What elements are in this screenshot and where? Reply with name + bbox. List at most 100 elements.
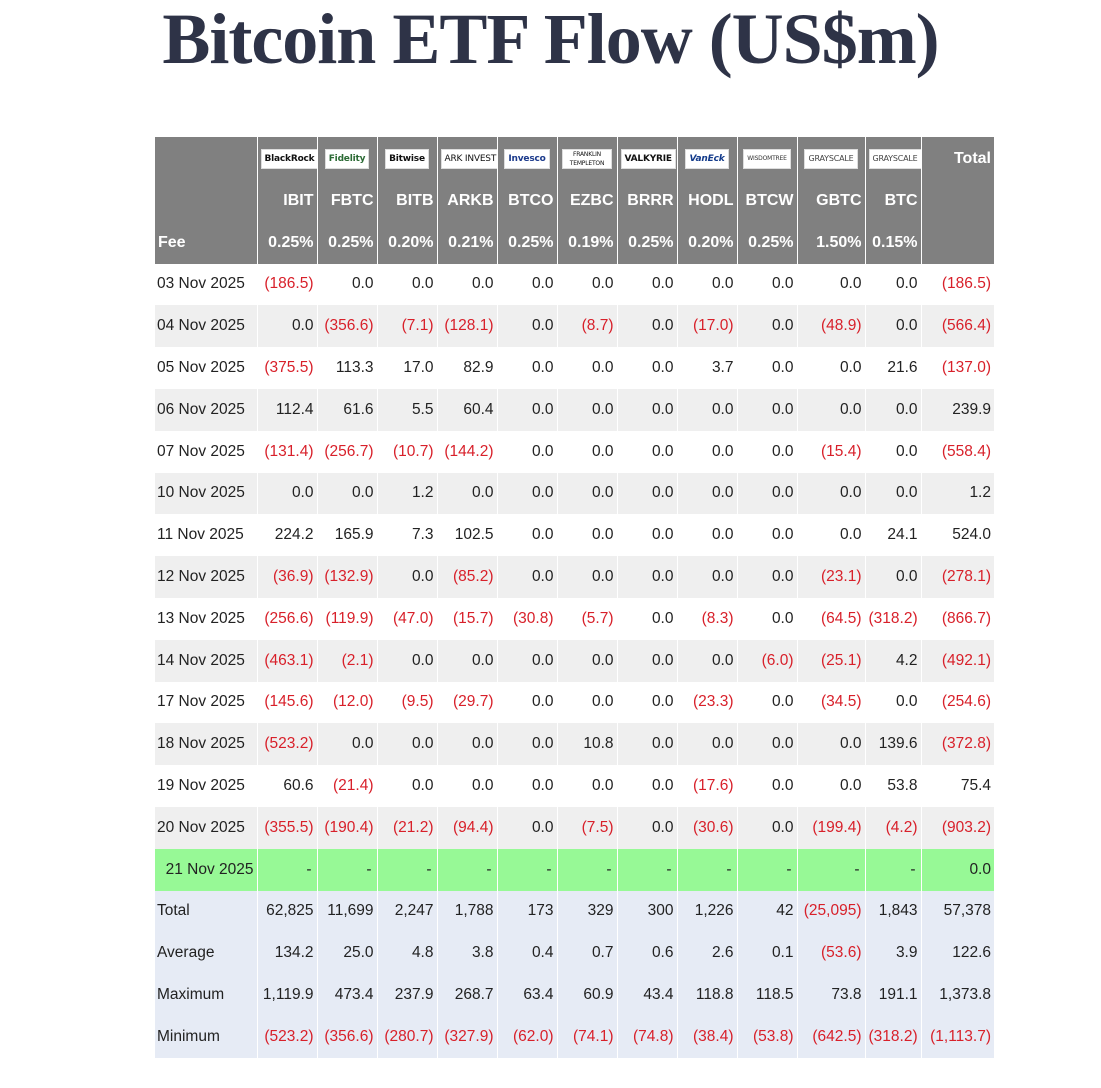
flow-cell: 0.0	[796, 388, 865, 431]
flow-cell: 0.0	[616, 597, 677, 640]
flow-cell: 0.0	[864, 556, 921, 598]
flow-cell: 0.0	[496, 388, 557, 431]
flow-cell: (6.0)	[736, 639, 797, 682]
flow-cell: 165.9	[316, 514, 377, 557]
flow-cell: (356.6)	[316, 305, 377, 348]
flow-cell: 0.0	[616, 556, 677, 598]
flow-cell: 5.5	[376, 388, 437, 431]
table-row: 19 Nov 2025 60.6 (21.4) 0.0 0.0 0.0 0.0 0.0 (17.…	[155, 765, 994, 807]
flow-cell: (23.1)	[796, 556, 865, 598]
page-title: Bitcoin ETF Flow (US$m)	[162, 0, 939, 79]
summary-cell: 473.4	[316, 974, 377, 1016]
summary-row: Average 134.2 25.0 4.8 3.8 0.4 0.7 0.6 2.6 0.1 (53…	[155, 932, 994, 975]
fee-btc: 0.15%	[864, 221, 921, 264]
ticker-ezbc: EZBC	[556, 180, 617, 222]
summary-cell: 173	[496, 890, 557, 933]
flow-cell: (119.9)	[316, 597, 377, 640]
flow-cell: -	[496, 848, 557, 891]
summary-cell: 43.4	[616, 974, 677, 1016]
ticker-btc: BTC	[864, 180, 921, 222]
summary-cell: (1,113.7)	[920, 1015, 994, 1058]
grayscale-logo: GRAYSCALE	[804, 148, 858, 169]
ticker-brrr: BRRR	[616, 180, 677, 222]
row-date: 17 Nov 2025	[155, 681, 257, 724]
flow-cell: (131.4)	[256, 430, 317, 473]
flow-cell: (7.5)	[556, 806, 617, 849]
ticker-header-row: IBIT FBTC BITB ARKB BTCO EZBC BRRR HODL …	[155, 180, 994, 222]
ticker-bitb: BITB	[376, 180, 437, 222]
flow-cell: (12.0)	[316, 681, 377, 724]
flow-cell: 224.2	[256, 514, 317, 557]
flow-cell: 112.4	[256, 388, 317, 431]
summary-cell: (38.4)	[676, 1015, 737, 1058]
flow-cell: 53.8	[864, 765, 921, 807]
flow-cell: -	[676, 848, 737, 891]
flow-cell: 0.0	[256, 305, 317, 348]
flow-cell: 0.0	[556, 681, 617, 724]
flow-cell: (132.9)	[316, 556, 377, 598]
flow-cell: 0.0	[676, 723, 737, 766]
fee-label: Fee	[155, 221, 257, 264]
table-row: 12 Nov 2025 (36.9) (132.9) 0.0 (85.2) 0.0 0.0 0…	[155, 556, 994, 598]
flow-cell: (23.3)	[676, 681, 737, 724]
flow-cell: (29.7)	[436, 681, 497, 724]
summary-cell: 2.6	[676, 932, 737, 975]
flow-cell: 0.0	[864, 430, 921, 473]
summary-cell: 11,699	[316, 890, 377, 933]
flow-cell: 0.0	[556, 514, 617, 557]
summary-cell: 3.8	[436, 932, 497, 975]
flow-cell: 0.0	[496, 430, 557, 473]
flow-cell: 0.0	[376, 765, 437, 807]
fidelity-logo: Fidelity	[324, 148, 370, 169]
flow-cell: 0.0	[616, 514, 677, 557]
invesco-logo: Invesco	[504, 148, 550, 169]
flow-cell: 0.0	[676, 430, 737, 473]
summary-cell: 0.1	[736, 932, 797, 975]
flow-cell: 0.0	[556, 263, 617, 306]
summary-rows: Total 62,825 11,699 2,247 1,788 173 329 300 1,22…	[155, 890, 994, 1058]
flow-cell: 0.0	[864, 388, 921, 431]
summary-cell: (327.9)	[436, 1015, 497, 1058]
flow-cell: 0.0	[736, 765, 797, 807]
flow-cell: 0.0	[796, 347, 865, 389]
flow-cell: 3.7	[676, 347, 737, 389]
blackrock-logo: BlackRock	[260, 148, 317, 169]
fee-ibit: 0.25%	[256, 221, 317, 264]
flow-cell: 0.0	[796, 514, 865, 557]
row-total-cell: (903.2)	[920, 806, 994, 849]
flow-cell: 21.6	[864, 347, 921, 389]
fee-btcw: 0.25%	[736, 221, 797, 264]
flow-cell: 0.0	[556, 765, 617, 807]
flow-cell: (7.1)	[376, 305, 437, 348]
flow-cell: (144.2)	[436, 430, 497, 473]
flow-cell: (21.2)	[376, 806, 437, 849]
summary-cell: (74.1)	[556, 1015, 617, 1058]
flow-cell: 0.0	[676, 556, 737, 598]
flow-cell: 1.2	[376, 472, 437, 515]
flow-cell: 60.4	[436, 388, 497, 431]
flow-cell: (2.1)	[316, 639, 377, 682]
flow-cell: (4.2)	[864, 806, 921, 849]
flow-cell: 0.0	[556, 388, 617, 431]
table-row: 13 Nov 2025 (256.6) (119.9) (47.0) (15.7) (30…	[155, 597, 994, 640]
flow-cell: (256.6)	[256, 597, 317, 640]
summary-cell: (318.2)	[864, 1015, 921, 1058]
fee-gbtc: 1.50%	[796, 221, 865, 264]
flow-cell: 0.0	[376, 263, 437, 306]
flow-cell: -	[736, 848, 797, 891]
fee-ezbc: 0.19%	[556, 221, 617, 264]
wisdomtree-logo: WISDOMTREE	[743, 148, 791, 169]
summary-cell: 118.5	[736, 974, 797, 1016]
flow-cell: 0.0	[736, 556, 797, 598]
flow-cell: (15.4)	[796, 430, 865, 473]
row-date: 11 Nov 2025	[155, 514, 257, 557]
logo-header-row: BlackRock Fidelity Bitwise ARK INVEST In…	[155, 137, 994, 180]
summary-row: Minimum (523.2) (356.6) (280.7) (327.9) (62.0…	[155, 1015, 994, 1058]
summary-cell: (523.2)	[256, 1015, 317, 1058]
flow-rows: 03 Nov 2025 (186.5) 0.0 0.0 0.0 0.0 0.0 0.0 0.0 0…	[155, 263, 994, 891]
row-total-cell: 0.0	[920, 848, 994, 891]
row-total-cell: (278.1)	[920, 556, 994, 598]
flow-cell: 0.0	[736, 472, 797, 515]
flow-cell: 0.0	[616, 723, 677, 766]
flow-cell: 0.0	[556, 556, 617, 598]
